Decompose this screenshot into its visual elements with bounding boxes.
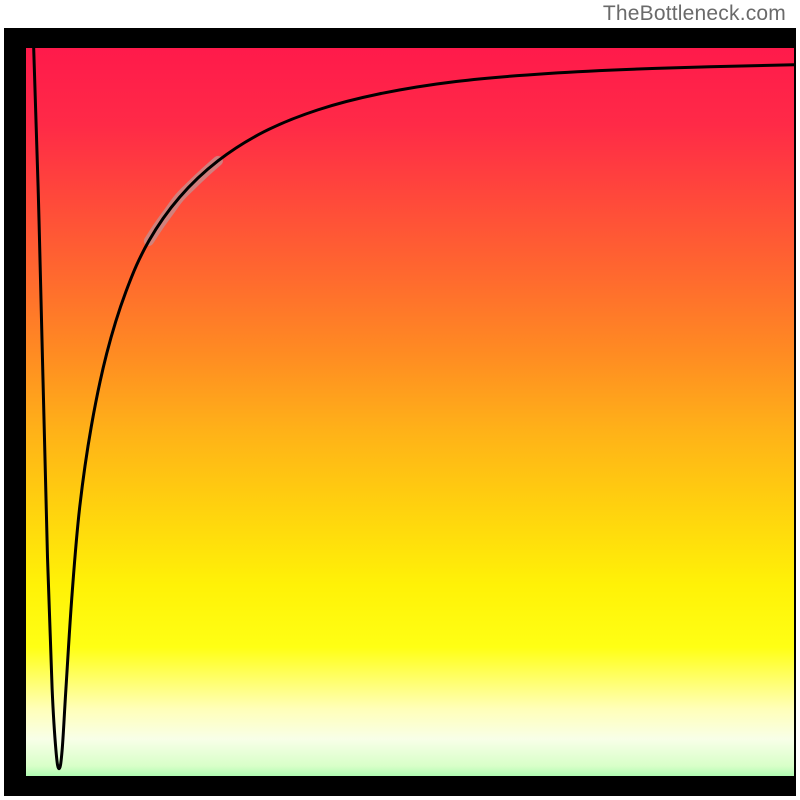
curve-layer [26,48,794,776]
plot-area [26,48,794,776]
chart-frame [4,28,796,796]
watermark-text: TheBottleneck.com [603,2,786,26]
bottleneck-curve [34,48,794,769]
highlight-segment [149,161,218,241]
